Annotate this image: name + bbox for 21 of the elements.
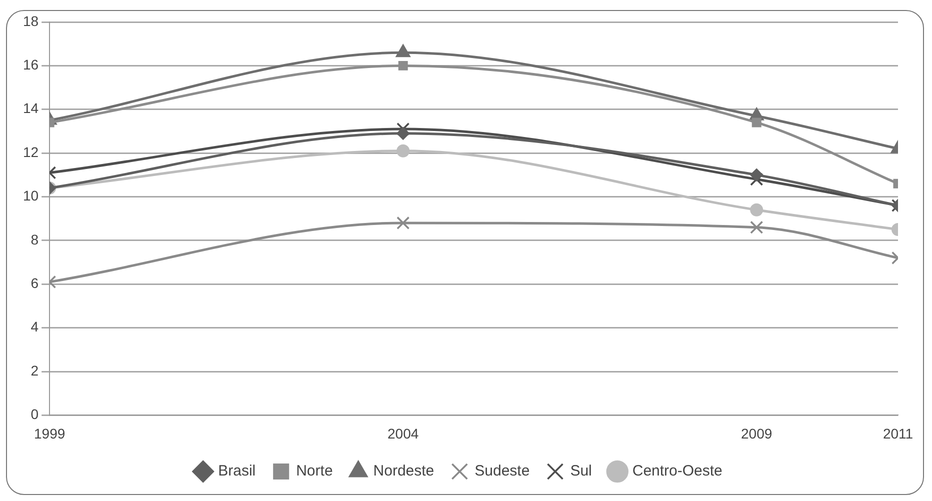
point: [396, 144, 410, 158]
legend-label: Norte: [296, 462, 333, 480]
y-tick-label: 6: [30, 274, 39, 291]
legend-label: Centro-Oeste: [632, 462, 722, 480]
y-tick-label: 18: [22, 12, 39, 29]
legend-label: Sudeste: [474, 462, 530, 480]
y-tick-label: 8: [30, 231, 39, 248]
x-tick-label: 1999: [34, 425, 66, 442]
legend-label: Sul: [570, 462, 592, 480]
y-tick-label: 10: [22, 188, 39, 204]
x-tick-label: 2004: [388, 425, 419, 442]
y-tick-label: 2: [30, 362, 39, 378]
y-tick-label: 0: [30, 406, 39, 422]
legend-label: Brasil: [218, 462, 256, 480]
y-tick-label: 14: [22, 100, 39, 116]
y-tick-label: 4: [30, 318, 39, 335]
y-tick-label: 16: [22, 56, 39, 73]
x-tick-label: 2009: [741, 425, 772, 442]
y-tick-label: 12: [22, 144, 39, 160]
x-tick-label: 2011: [882, 425, 914, 442]
legend-label: Nordeste: [373, 462, 434, 480]
